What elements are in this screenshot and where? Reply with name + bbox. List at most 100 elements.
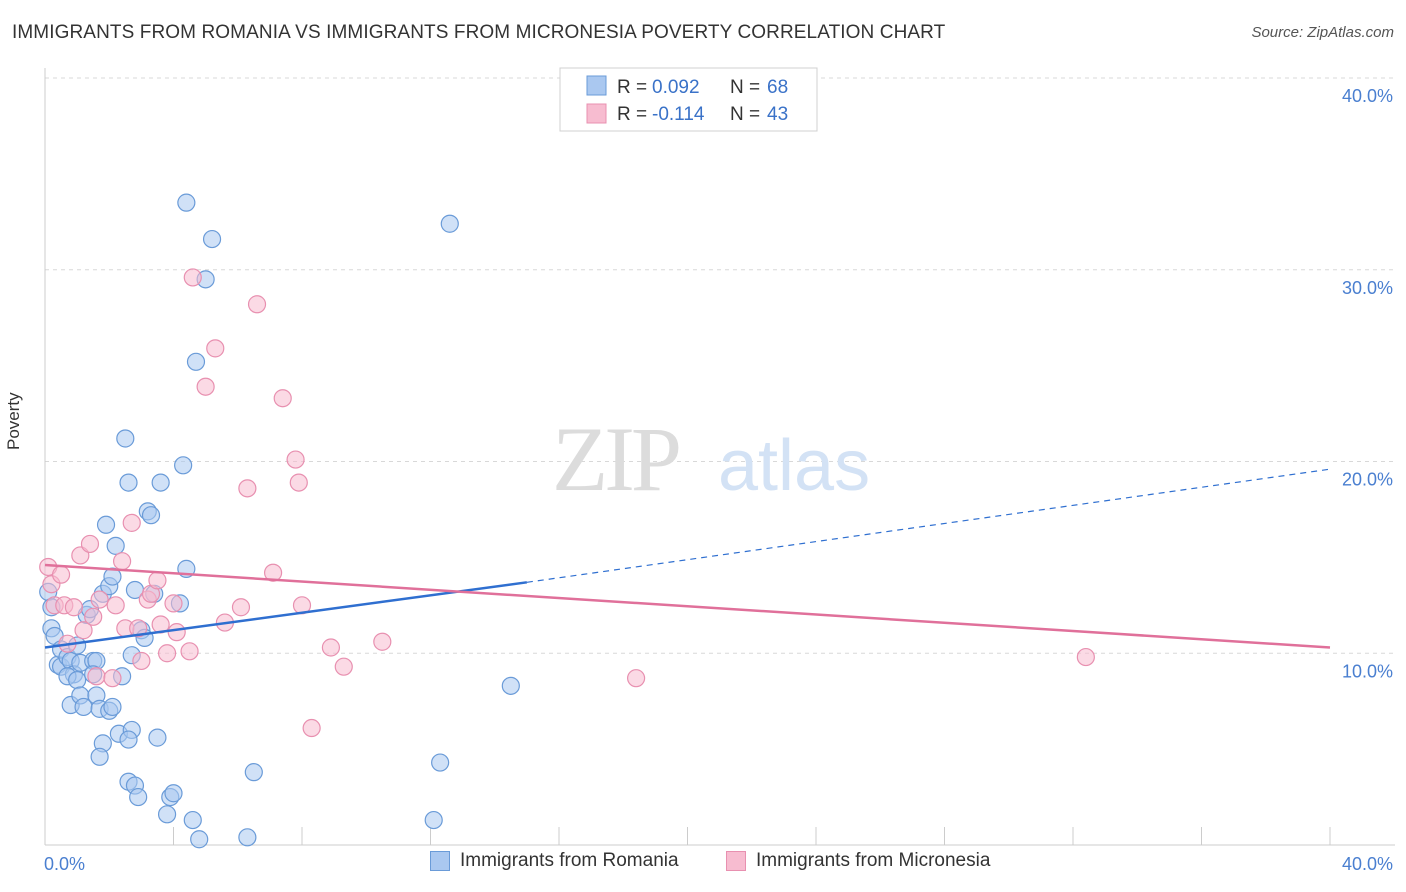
point-micronesia-42 [334, 657, 353, 676]
point-micronesia-10 [84, 607, 103, 626]
x-tick-label-1: 40.0% [1342, 854, 1393, 874]
point-romania-68 [501, 676, 520, 695]
point-micronesia-29 [196, 377, 215, 396]
point-romania-53 [164, 784, 183, 803]
point-micronesia-43 [373, 632, 392, 651]
watermark-zip: ZIP [552, 408, 679, 510]
point-micronesia-32 [231, 598, 251, 617]
point-romania-67 [440, 214, 459, 233]
point-micronesia-34 [247, 295, 267, 314]
chart-title: IMMIGRANTS FROM ROMANIA VS IMMIGRANTS FR… [12, 22, 946, 43]
point-micronesia-8 [74, 621, 93, 640]
point-micronesia-26 [167, 623, 186, 642]
axes [44, 68, 1395, 846]
series-micronesia [39, 268, 1095, 738]
point-micronesia-11 [87, 667, 106, 686]
point-micronesia-40 [302, 718, 321, 738]
point-micronesia-13 [103, 669, 122, 688]
y-tick-label-2: 30.0% [1342, 278, 1393, 298]
point-romania-47 [141, 506, 161, 525]
point-micronesia-30 [206, 339, 225, 358]
point-romania-26 [90, 747, 109, 766]
point-romania-32 [106, 536, 125, 555]
x-tick-label-0: 0.0% [44, 854, 85, 874]
watermark: ZIP atlas [552, 408, 870, 510]
point-micronesia-27 [180, 642, 199, 661]
point-romania-36 [119, 473, 138, 492]
trend-line-micronesia [44, 563, 1331, 649]
point-micronesia-19 [132, 651, 151, 671]
point-micronesia-33 [238, 479, 257, 498]
point-micronesia-9 [80, 534, 100, 554]
bottom-legend-label-micronesia: Immigrants from Micronesia [756, 850, 991, 871]
legend-n-label-romania: N = [730, 77, 760, 98]
point-micronesia-3 [51, 565, 71, 584]
y-tick-label-0: 10.0% [1342, 661, 1393, 681]
point-micronesia-6 [64, 598, 84, 617]
grid-lines [45, 77, 1395, 654]
point-romania-27 [96, 515, 116, 534]
stats-legend: R = 0.092 N = 68 R = -0.114 N = 43 [559, 67, 818, 132]
point-romania-62 [202, 229, 222, 249]
point-romania-42 [119, 730, 138, 749]
point-micronesia-44 [626, 669, 646, 688]
point-romania-57 [177, 193, 196, 212]
point-romania-49 [148, 728, 167, 747]
legend-r-label-micronesia: R = [617, 104, 647, 125]
point-romania-13 [68, 670, 87, 690]
point-romania-51 [157, 805, 177, 824]
point-micronesia-25 [164, 594, 183, 613]
bottom-legend-label-romania: Immigrants from Romania [460, 850, 679, 871]
bottom-legend-swatch-micronesia [726, 851, 746, 871]
point-romania-55 [174, 456, 193, 475]
point-romania-64 [244, 763, 263, 782]
legend-n-label-micronesia: N = [730, 104, 760, 125]
point-romania-59 [186, 352, 206, 371]
legend-n-value-micronesia: 43 [767, 104, 788, 125]
legend-n-value-romania: 68 [767, 77, 788, 98]
point-romania-31 [103, 697, 122, 717]
source-label: Source: ZipAtlas.com [1251, 24, 1394, 41]
legend-swatch-micronesia [586, 103, 607, 124]
bottom-legend-micronesia: Immigrants from Micronesia [726, 850, 990, 872]
point-micronesia-12 [90, 590, 109, 609]
point-micronesia-17 [122, 513, 141, 532]
point-romania-29 [103, 567, 122, 586]
point-micronesia-14 [106, 596, 125, 615]
point-romania-66 [431, 753, 450, 772]
point-micronesia-28 [183, 268, 202, 287]
point-micronesia-41 [321, 638, 341, 657]
legend-r-label-romania: R = [617, 77, 647, 98]
point-micronesia-15 [112, 552, 132, 571]
trend-lines [44, 468, 1331, 649]
bottom-legend: Immigrants from Romania Immigrants from … [0, 850, 1406, 880]
point-romania-43 [129, 787, 148, 807]
point-romania-63 [238, 828, 257, 847]
legend-r-value-romania: 0.092 [652, 77, 700, 98]
point-micronesia-45 [1076, 647, 1095, 667]
point-micronesia-18 [129, 619, 148, 638]
legend-swatch-romania [586, 75, 607, 96]
trend-line-romania [44, 581, 528, 649]
trend-line-romania-extension [526, 468, 1331, 583]
point-romania-58 [183, 810, 202, 830]
y-tick-label-1: 20.0% [1342, 470, 1393, 490]
point-micronesia-24 [157, 644, 177, 663]
watermark-atlas: atlas [718, 426, 870, 506]
bottom-legend-romania: Immigrants from Romania [430, 850, 679, 872]
point-romania-35 [116, 429, 135, 448]
legend-r-value-micronesia: -0.114 [652, 104, 705, 125]
point-micronesia-36 [273, 389, 292, 408]
series-romania [39, 193, 520, 849]
point-micronesia-38 [289, 473, 308, 492]
point-micronesia-37 [286, 450, 305, 469]
point-romania-60 [190, 830, 209, 849]
bottom-legend-swatch-romania [430, 851, 450, 871]
tick-labels: 10.0% 20.0% 30.0% 40.0% 0.0% 40.0% [44, 86, 1393, 874]
point-romania-50 [151, 473, 170, 492]
point-romania-65 [424, 810, 443, 830]
point-micronesia-35 [263, 563, 283, 582]
y-tick-label-3: 40.0% [1342, 86, 1393, 106]
point-micronesia-22 [148, 571, 167, 590]
